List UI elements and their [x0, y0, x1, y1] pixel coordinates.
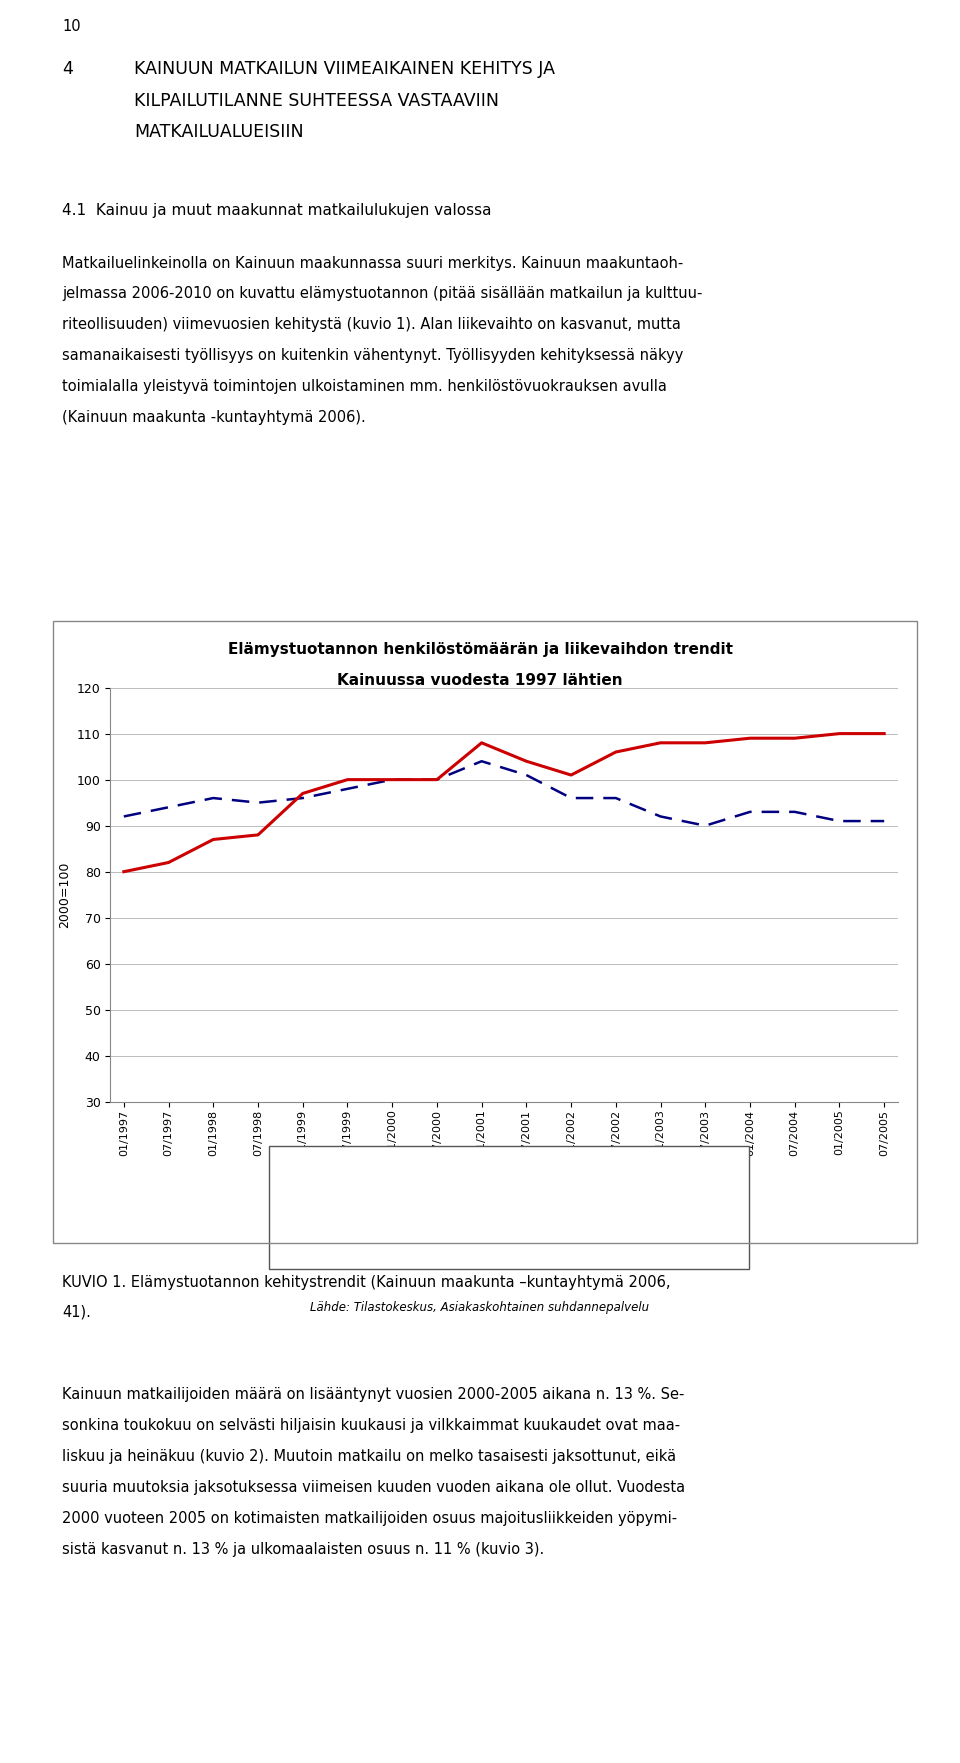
Text: riteollisuuden) viimevuosien kehitystä (kuvio 1). Alan liikevaihto on kasvanut, : riteollisuuden) viimevuosien kehitystä (… — [62, 317, 682, 333]
Text: 2000 vuoteen 2005 on kotimaisten matkailijoiden osuus majoitusliikkeiden yöpymi-: 2000 vuoteen 2005 on kotimaisten matkail… — [62, 1511, 678, 1527]
Text: sistä kasvanut n. 13 % ja ulkomaalaisten osuus n. 11 % (kuvio 3).: sistä kasvanut n. 13 % ja ulkomaalaisten… — [62, 1541, 544, 1557]
Text: Lähde: Tilastokeskus, Asiakaskohtainen suhdannepalvelu: Lähde: Tilastokeskus, Asiakaskohtainen s… — [310, 1301, 650, 1313]
Text: KAINUUN MATKAILUN VIIMEAIKAINEN KEHITYS JA: KAINUUN MATKAILUN VIIMEAIKAINEN KEHITYS … — [134, 60, 556, 78]
Text: KUVIO 1. Elämystuotannon kehitystrendit (Kainuun maakunta –kuntayhtymä 2006,: KUVIO 1. Elämystuotannon kehitystrendit … — [62, 1275, 671, 1291]
Text: (Kainuun maakunta -kuntayhtymä 2006).: (Kainuun maakunta -kuntayhtymä 2006). — [62, 411, 366, 425]
Text: 55,92: Elämystuotanto, Kainuu, liikevaihdon tiedot: 55,92: Elämystuotanto, Kainuu, liikevaih… — [350, 1229, 667, 1241]
Text: toimialalla yleistyvä toimintojen ulkoistaminen mm. henkilöstövuokrauksen avulla: toimialalla yleistyvä toimintojen ulkois… — [62, 379, 667, 395]
Text: 10: 10 — [62, 18, 81, 33]
Text: 4: 4 — [62, 60, 73, 78]
Text: MATKAILUALUEISIIN: MATKAILUALUEISIIN — [134, 123, 304, 141]
Text: suuria muutoksia jaksotuksessa viimeisen kuuden vuoden aikana ole ollut. Vuodest: suuria muutoksia jaksotuksessa viimeisen… — [62, 1481, 685, 1495]
Text: Kainuun matkailijoiden määrä on lisääntynyt vuosien 2000-2005 aikana n. 13 %. Se: Kainuun matkailijoiden määrä on lisäänty… — [62, 1387, 684, 1403]
Text: samanaikaisesti työllisyys on kuitenkin vähentynyt. Työllisyyden kehityksessä nä: samanaikaisesti työllisyys on kuitenkin … — [62, 349, 684, 363]
Text: Kainuussa vuodesta 1997 lähtien: Kainuussa vuodesta 1997 lähtien — [337, 673, 623, 689]
Text: KILPAILUTILANNE SUHTEESSA VASTAAVIIN: KILPAILUTILANNE SUHTEESSA VASTAAVIIN — [134, 92, 499, 109]
Text: Elämystuotannon henkilöstömäärän ja liikevaihdon trendit: Elämystuotannon henkilöstömäärän ja liik… — [228, 642, 732, 658]
Text: liskuu ja heinäkuu (kuvio 2). Muutoin matkailu on melko tasaisesti jaksottunut, : liskuu ja heinäkuu (kuvio 2). Muutoin ma… — [62, 1449, 677, 1465]
Y-axis label: 2000=100: 2000=100 — [59, 862, 71, 927]
Text: 41).: 41). — [62, 1305, 91, 1320]
Text: 4.1  Kainuu ja muut maakunnat matkailulukujen valossa: 4.1 Kainuu ja muut maakunnat matkailuluk… — [62, 203, 492, 219]
Text: jelmassa 2006-2010 on kuvattu elämystuotannon (pitää sisällään matkailun ja kult: jelmassa 2006-2010 on kuvattu elämystuot… — [62, 287, 703, 301]
Text: sonkina toukokuu on selvästi hiljaisin kuukausi ja vilkkaimmat kuukaudet ovat ma: sonkina toukokuu on selvästi hiljaisin k… — [62, 1417, 681, 1433]
Text: 55,92: Elämystuotanto, Kainuu, henkilöstömäärän tiedot: 55,92: Elämystuotanto, Kainuu, henkilöst… — [350, 1174, 705, 1186]
Text: Matkailuelinkeinolla on Kainuun maakunnassa suuri merkitys. Kainuun maakuntaoh-: Matkailuelinkeinolla on Kainuun maakunna… — [62, 256, 684, 272]
